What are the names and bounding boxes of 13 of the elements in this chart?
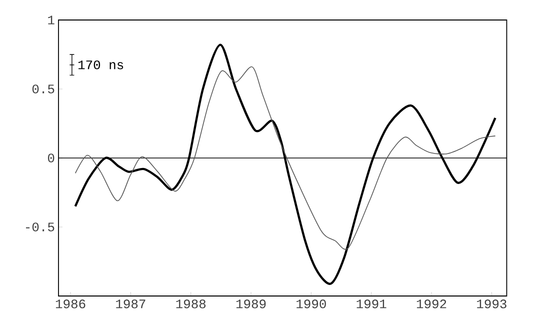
x-tick-label: 1992 — [416, 300, 446, 308]
x-tick-label: 1989 — [236, 300, 266, 308]
x-tick-label: 1986 — [56, 300, 86, 308]
y-tick-label: 0 — [48, 154, 54, 162]
y-tick-label: 0.5 — [32, 84, 54, 94]
y-tick-label: 1 — [48, 16, 54, 24]
x-tick-label: 1990 — [296, 300, 326, 308]
x-tick-label: 1988 — [176, 300, 206, 308]
x-tick-label: 1987 — [116, 300, 146, 308]
y-tick-label: -0.5 — [26, 222, 54, 232]
x-tick-label: 1993 — [477, 300, 506, 308]
annotation: 170 ns — [78, 60, 124, 70]
x-tick-label: 1991 — [356, 300, 386, 308]
